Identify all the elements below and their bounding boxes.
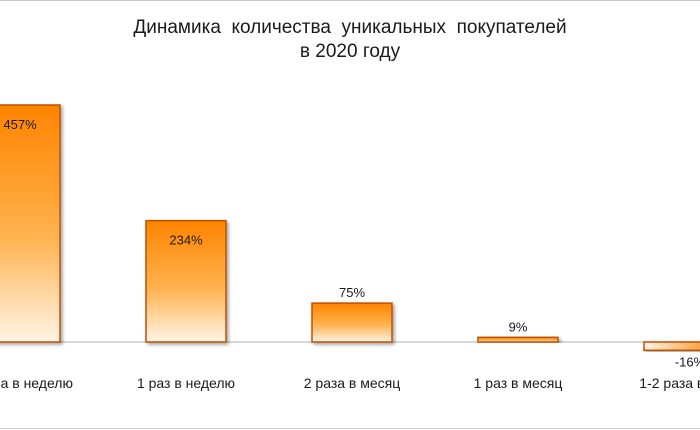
bottom-border [0,428,700,429]
chart-title-line-1: Динамика количества уникальных покупател… [133,17,567,38]
bar-3 [477,336,559,343]
category-label-3: 1 раз в месяц [474,375,563,391]
top-border [0,0,700,1]
bar-1 [145,219,227,343]
category-label-1: 1 раз в неделю [137,375,235,391]
data-label-1: 234% [169,233,203,248]
category-label-4: 1-2 раза в год [639,375,700,391]
bar-0 [0,104,61,343]
data-label-4: -16% [675,354,700,369]
category-label-0: 3 раза в неделю [0,375,73,391]
data-label-3: 9% [509,319,528,334]
data-label-0: 457% [3,117,37,132]
category-label-2: 2 раза в месяц [304,375,401,391]
chart-title: Динамика количества уникальных покупател… [0,16,700,64]
bar-2 [311,302,393,343]
bar-4 [643,341,700,352]
chart-title-line-2: в 2020 году [299,41,401,62]
data-label-2: 75% [339,285,365,300]
